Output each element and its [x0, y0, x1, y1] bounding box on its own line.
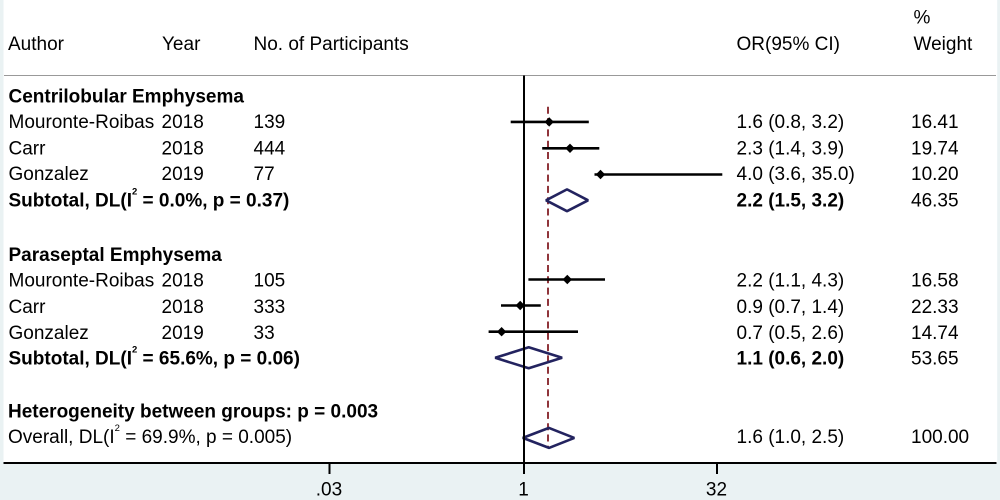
svg-text:Carr: Carr [9, 138, 47, 159]
svg-text:105: 105 [254, 271, 286, 292]
svg-text:14.74: 14.74 [911, 323, 959, 344]
svg-text:Overall, DL(I2 = 69.9%, p = 0.: Overall, DL(I2 = 69.9%, p = 0.005) [8, 423, 292, 448]
svg-text:1.6 (0.8, 3.2): 1.6 (0.8, 3.2) [737, 112, 845, 133]
svg-text:Gonzalez: Gonzalez [9, 323, 89, 344]
svg-text:Weight: Weight [914, 34, 974, 55]
svg-text:%: % [914, 8, 931, 29]
svg-text:.03: .03 [316, 479, 342, 500]
svg-text:Heterogeneity between groups:: Heterogeneity between groups: p = 0.003 [8, 401, 378, 422]
svg-text:OR(95% CI): OR(95% CI) [737, 34, 840, 55]
svg-text:2018: 2018 [162, 297, 204, 318]
svg-text:Centrilobular Emphysema: Centrilobular Emphysema [9, 87, 245, 108]
svg-text:32: 32 [706, 479, 727, 500]
svg-text:2018: 2018 [162, 271, 204, 292]
svg-text:46.35: 46.35 [911, 191, 959, 212]
svg-text:16.58: 16.58 [911, 271, 959, 292]
svg-text:1: 1 [518, 479, 529, 500]
svg-text:Year: Year [162, 34, 201, 55]
svg-text:100.00: 100.00 [911, 427, 969, 448]
svg-text:1.6 (1.0, 2.5): 1.6 (1.0, 2.5) [737, 427, 845, 448]
svg-text:33: 33 [254, 323, 275, 344]
svg-text:4.0 (3.6, 35.0): 4.0 (3.6, 35.0) [737, 164, 855, 185]
svg-text:2.2 (1.5, 3.2): 2.2 (1.5, 3.2) [737, 191, 845, 212]
svg-text:77: 77 [254, 164, 275, 185]
svg-text:333: 333 [254, 297, 286, 318]
svg-text:53.65: 53.65 [911, 349, 959, 370]
svg-text:19.74: 19.74 [911, 138, 959, 159]
svg-text:2018: 2018 [162, 138, 204, 159]
svg-text:Mouronte-Roibas: Mouronte-Roibas [9, 271, 155, 292]
svg-text:2.3 (1.4, 3.9): 2.3 (1.4, 3.9) [737, 138, 845, 159]
svg-text:139: 139 [254, 112, 286, 133]
svg-text:Paraseptal Emphysema: Paraseptal Emphysema [9, 245, 223, 266]
svg-text:16.41: 16.41 [911, 112, 959, 133]
svg-text:10.20: 10.20 [911, 164, 959, 185]
svg-text:2.2 (1.1, 4.3): 2.2 (1.1, 4.3) [737, 271, 845, 292]
svg-text:Subtotal, DL(I2 = 65.6%, p = 0: Subtotal, DL(I2 = 65.6%, p = 0.06) [9, 345, 300, 370]
svg-text:1.1 (0.6, 2.0): 1.1 (0.6, 2.0) [737, 349, 845, 370]
svg-text:Subtotal, DL(I2 = 0.0%, p = 0.: Subtotal, DL(I2 = 0.0%, p = 0.37) [9, 187, 290, 212]
svg-text:Author: Author [8, 34, 65, 55]
svg-text:Mouronte-Roibas: Mouronte-Roibas [9, 112, 155, 133]
svg-text:2019: 2019 [162, 323, 204, 344]
svg-text:Gonzalez: Gonzalez [9, 164, 89, 185]
svg-text:444: 444 [254, 138, 286, 159]
svg-text:2018: 2018 [162, 112, 204, 133]
svg-text:22.33: 22.33 [911, 297, 959, 318]
svg-text:No. of Participants: No. of Participants [254, 34, 409, 55]
svg-text:0.7 (0.5, 2.6): 0.7 (0.5, 2.6) [737, 323, 845, 344]
svg-text:2019: 2019 [162, 164, 204, 185]
svg-text:0.9 (0.7, 1.4): 0.9 (0.7, 1.4) [737, 297, 845, 318]
svg-text:Carr: Carr [9, 297, 47, 318]
